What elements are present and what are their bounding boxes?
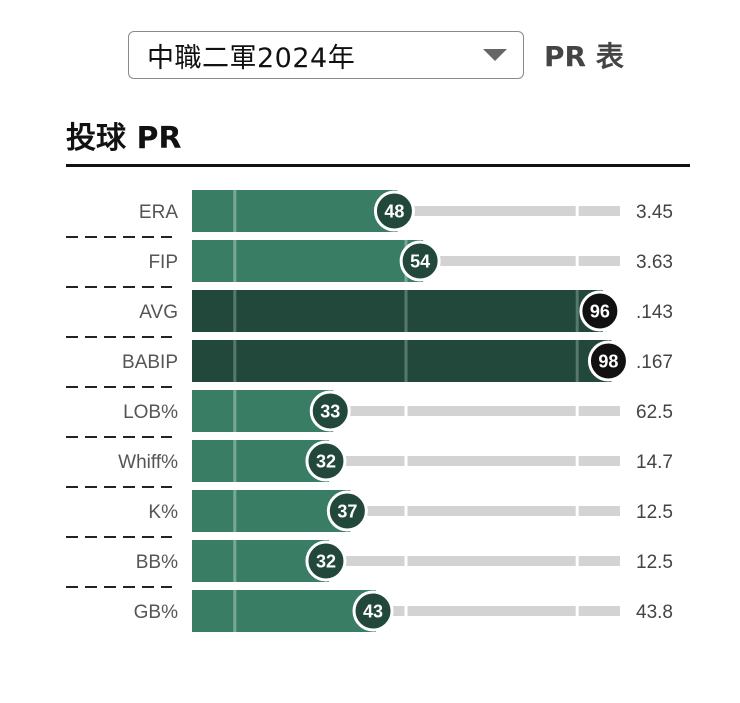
pr-badge [587, 340, 629, 382]
stat-value: 14.7 [636, 452, 673, 473]
bar [192, 190, 398, 232]
bar [192, 390, 334, 432]
pr-badge [352, 590, 394, 632]
season-select[interactable]: 中職二軍2024年 [128, 31, 524, 79]
pr-badge [305, 540, 347, 582]
bar [192, 340, 612, 382]
reference-line [404, 290, 408, 332]
pr-badge-label: 33 [320, 402, 340, 422]
reference-line [404, 340, 408, 382]
bar [192, 490, 351, 532]
reference-line [404, 556, 408, 566]
chevron-down-icon[interactable] [483, 49, 507, 61]
category-label: FIP [148, 252, 178, 273]
reference-line [575, 406, 579, 416]
category-label: BB% [136, 552, 178, 573]
reference-line [404, 456, 408, 466]
pr-badge-label: 54 [410, 252, 430, 272]
reference-line [575, 456, 579, 466]
category-label: LOB% [123, 402, 178, 423]
reference-line [404, 506, 408, 516]
stat-value: .143 [636, 302, 673, 323]
reference-line [575, 256, 579, 266]
stat-value: 43.8 [636, 602, 673, 623]
reference-line [575, 290, 579, 332]
pr-badge-label: 98 [598, 352, 618, 372]
category-label: Whiff% [118, 452, 178, 473]
category-label: BABIP [122, 352, 178, 373]
reference-line [404, 606, 408, 616]
stat-value: 62.5 [636, 402, 673, 423]
category-label: ERA [139, 202, 178, 223]
bar [192, 290, 603, 332]
category-label: K% [148, 502, 178, 523]
reference-line [575, 206, 579, 216]
bar [192, 590, 377, 632]
pr-badge-label: 37 [337, 502, 357, 522]
title-divider [66, 164, 690, 167]
reference-line [233, 390, 237, 432]
reference-line [404, 406, 408, 416]
pr-badge [326, 490, 368, 532]
stat-value: 12.5 [636, 552, 673, 573]
reference-line [575, 506, 579, 516]
stat-value: .167 [636, 352, 673, 373]
pr-badge [309, 390, 351, 432]
header: 中職二軍2024年 PR 表 [128, 30, 624, 80]
pr-badge-label: 32 [316, 452, 336, 472]
pr-badge-label: 32 [316, 552, 336, 572]
pr-badge-label: 96 [590, 302, 610, 322]
reference-line [233, 340, 237, 382]
pr-badge [579, 290, 621, 332]
reference-line [233, 540, 237, 582]
reference-line [233, 290, 237, 332]
reference-line [233, 590, 237, 632]
reference-line [233, 190, 237, 232]
pr-badge [373, 190, 415, 232]
reference-line [233, 240, 237, 282]
bar [192, 240, 424, 282]
reference-line [575, 556, 579, 566]
stat-value: 3.63 [636, 252, 673, 273]
reference-line [575, 606, 579, 616]
pr-badge [399, 240, 441, 282]
reference-line [575, 340, 579, 382]
season-select-value: 中職二軍2024年 [147, 42, 356, 74]
reference-line [233, 490, 237, 532]
page-title: PR 表 [544, 40, 624, 73]
stat-value: 3.45 [636, 202, 673, 223]
pr-badge-label: 48 [384, 202, 404, 222]
section-title: 投球 PR [66, 121, 182, 156]
reference-line [233, 440, 237, 482]
category-label: AVG [139, 302, 178, 323]
category-label: GB% [134, 602, 178, 623]
pr-badge [305, 440, 347, 482]
pr-badge-label: 43 [363, 602, 383, 622]
stat-value: 12.5 [636, 502, 673, 523]
